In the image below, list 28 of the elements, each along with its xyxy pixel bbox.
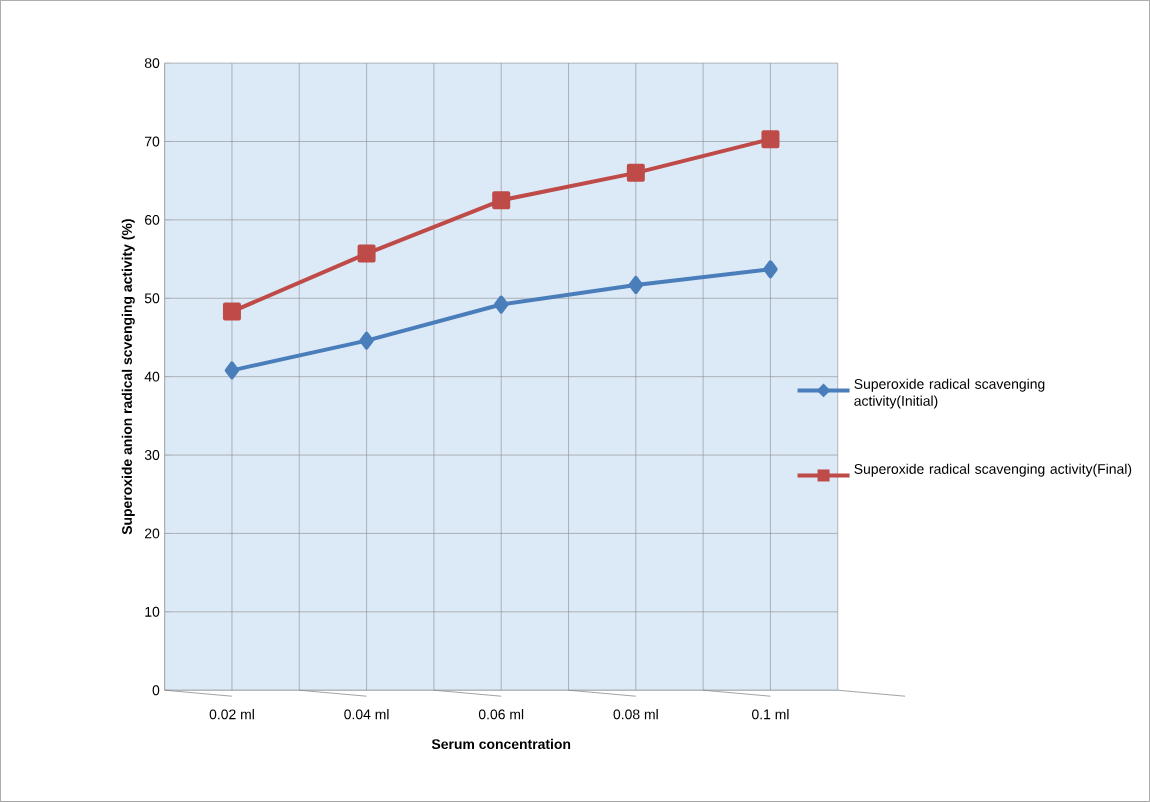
point bbox=[761, 130, 780, 149]
y-tick-label: 30 bbox=[144, 450, 160, 461]
y-axis-title: Superoxide anion radical scvenging activity (%) bbox=[121, 219, 135, 535]
y-tick-label: 0 bbox=[152, 685, 160, 696]
x-tick-label: 0.04 ml bbox=[344, 709, 389, 720]
point bbox=[222, 302, 241, 321]
point bbox=[628, 275, 644, 294]
point bbox=[763, 260, 778, 279]
point bbox=[357, 244, 376, 263]
legend-label: Superoxide radical scavenging activity(Final) bbox=[854, 463, 1132, 477]
y-tick-label: 10 bbox=[145, 606, 160, 617]
point bbox=[626, 163, 645, 182]
x-axis-title: Serum concentration bbox=[431, 738, 571, 750]
y-tick-label: 70 bbox=[145, 136, 160, 147]
legend-label: Superoxide radical scavenging activity(Initial) bbox=[854, 378, 1045, 409]
point bbox=[359, 331, 374, 350]
point bbox=[493, 295, 509, 314]
y-tick-label: 20 bbox=[144, 528, 160, 539]
point bbox=[492, 191, 511, 210]
y-tick-label: 40 bbox=[144, 371, 160, 382]
point bbox=[224, 361, 240, 380]
y-tick-label: 80 bbox=[144, 58, 160, 69]
x-tick-label: 0.08 ml bbox=[613, 709, 658, 720]
x-tick-label: 0.1 ml bbox=[752, 709, 789, 720]
x-tick-label: 0.02 ml bbox=[209, 709, 254, 720]
x-tick-label: 0.06 ml bbox=[478, 709, 524, 720]
y-tick-label: 50 bbox=[144, 293, 160, 304]
y-tick-label: 60 bbox=[144, 214, 160, 225]
